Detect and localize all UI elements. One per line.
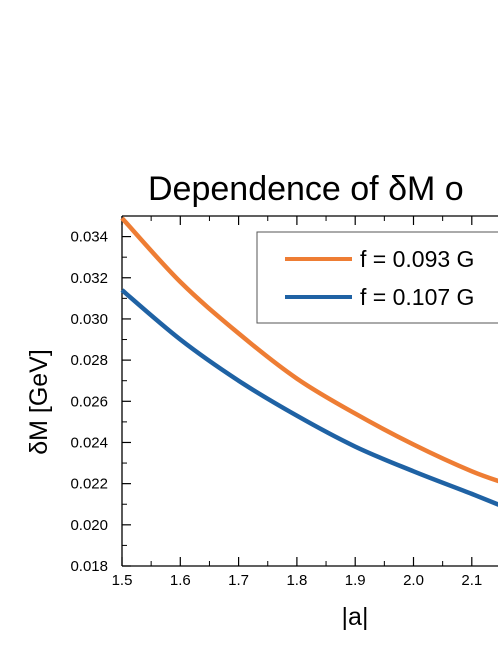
series-line-1: [120, 288, 498, 507]
y-tick-label: 0.028: [70, 352, 108, 369]
plot-area: 1.5 1.6 1.7 1.8 1.9 2.0 2.1 0.018 0.020 0.022 0.02…: [70, 215, 498, 589]
x-tick-label: 2.0: [403, 572, 424, 589]
y-tick-label: 0.018: [70, 558, 108, 575]
x-axis-label: |a|: [342, 603, 369, 631]
x-tick-label: 2.1: [461, 572, 482, 589]
y-tick-label: 0.030: [70, 311, 108, 328]
y-tick-label: 0.032: [70, 270, 108, 287]
series-group: [120, 216, 498, 507]
legend-label-0: f = 0.093 G: [360, 246, 474, 272]
x-tick-label: 1.9: [345, 572, 366, 589]
y-tick-label: 0.022: [70, 476, 108, 493]
ticks: 1.5 1.6 1.7 1.8 1.9 2.0 2.1 0.018 0.020 0.022 0.02…: [70, 215, 482, 589]
legend: f = 0.093 G f = 0.107 G: [256, 231, 498, 324]
x-tick-label: 1.7: [228, 572, 249, 589]
x-tick-label: 1.8: [286, 572, 307, 589]
x-tick-label: 1.6: [170, 572, 191, 589]
y-tick-label: 0.026: [70, 393, 108, 410]
legend-label-1: f = 0.107 G: [360, 284, 474, 310]
chart-title: Dependence of δM o: [148, 170, 464, 208]
y-axis-label: δM [GeV]: [25, 349, 53, 455]
y-tick-label: 0.020: [70, 517, 108, 534]
y-tick-label: 0.024: [70, 434, 108, 451]
x-tick-label: 1.5: [112, 572, 133, 589]
series-line-0: [120, 216, 498, 484]
legend-box: [256, 231, 498, 324]
y-tick-label: 0.034: [70, 229, 108, 246]
